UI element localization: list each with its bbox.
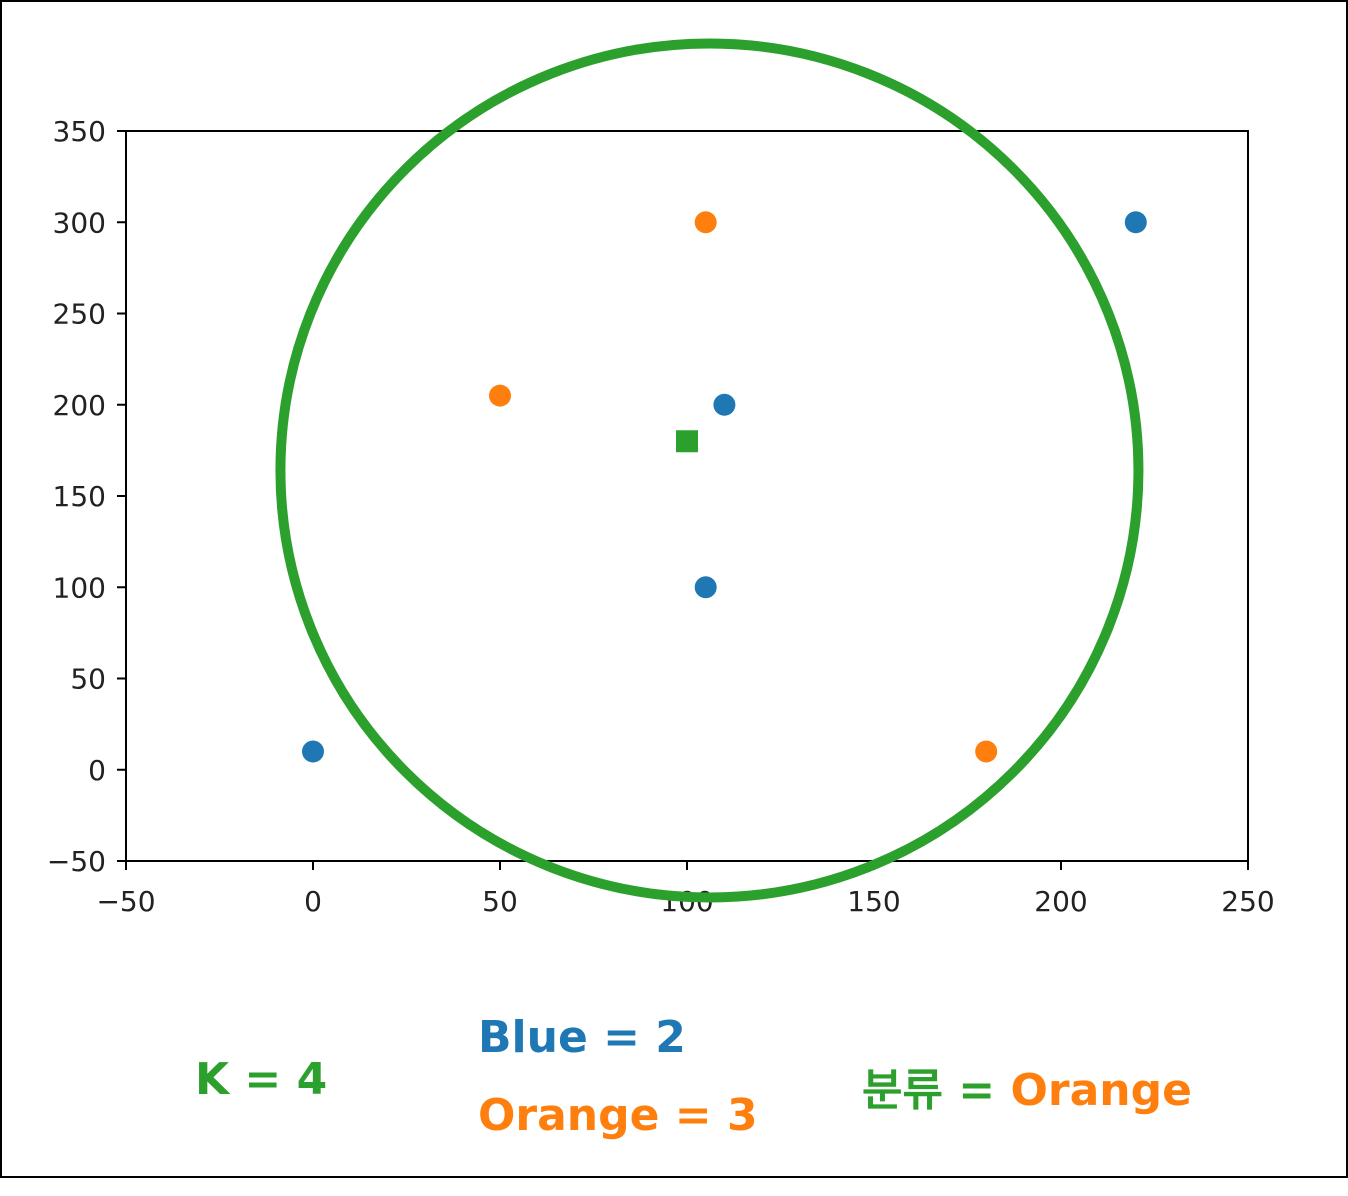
x-tick-label: 250 <box>1221 885 1274 918</box>
y-tick-label: 250 <box>53 298 106 331</box>
x-tick-label: 150 <box>847 885 900 918</box>
data-point <box>489 384 511 407</box>
plot-axes <box>125 130 1249 862</box>
query-point <box>676 430 698 453</box>
classification-annotation: 분류 = Orange <box>862 1054 1192 1118</box>
y-tick-label: 100 <box>53 571 106 604</box>
y-tick-label: 200 <box>53 389 106 422</box>
data-point <box>694 576 717 599</box>
orange-count-annotation: Orange = 3 <box>478 1090 758 1141</box>
x-tick-label: 0 <box>304 885 322 918</box>
blue-count-annotation: Blue = 2 <box>478 1012 686 1063</box>
y-axis-ticks: −50 0 50 100 150 200 250 300 350 <box>47 115 126 878</box>
x-axis-ticks: −50 0 50 100 150 200 250 <box>96 861 1275 918</box>
neighbor-circle <box>275 38 1144 903</box>
y-tick-label: 350 <box>53 115 106 148</box>
classification-label: 분류 = <box>862 1065 1011 1116</box>
x-tick-label: 200 <box>1034 885 1087 918</box>
data-point <box>302 740 324 763</box>
k-annotation: K = 4 <box>195 1054 328 1105</box>
data-point <box>694 211 717 234</box>
x-tick-label: −50 <box>96 885 155 918</box>
x-tick-label: 50 <box>482 885 518 918</box>
axes-frame <box>125 130 1249 862</box>
y-tick-label: 50 <box>70 663 106 696</box>
neighbor-overlay <box>275 38 1144 903</box>
data-point <box>713 393 736 416</box>
y-tick-label: −50 <box>47 845 106 878</box>
classification-value: Orange <box>1010 1065 1192 1116</box>
data-points <box>302 211 1147 763</box>
y-tick-label: 300 <box>53 206 106 239</box>
data-point <box>975 740 998 763</box>
y-tick-label: 150 <box>53 480 106 513</box>
y-tick-label: 0 <box>88 754 106 787</box>
scatter-plot: −50 0 50 100 150 200 250 300 350 −50 0 50 100 150 200… <box>47 38 1275 918</box>
data-point <box>1124 211 1147 234</box>
